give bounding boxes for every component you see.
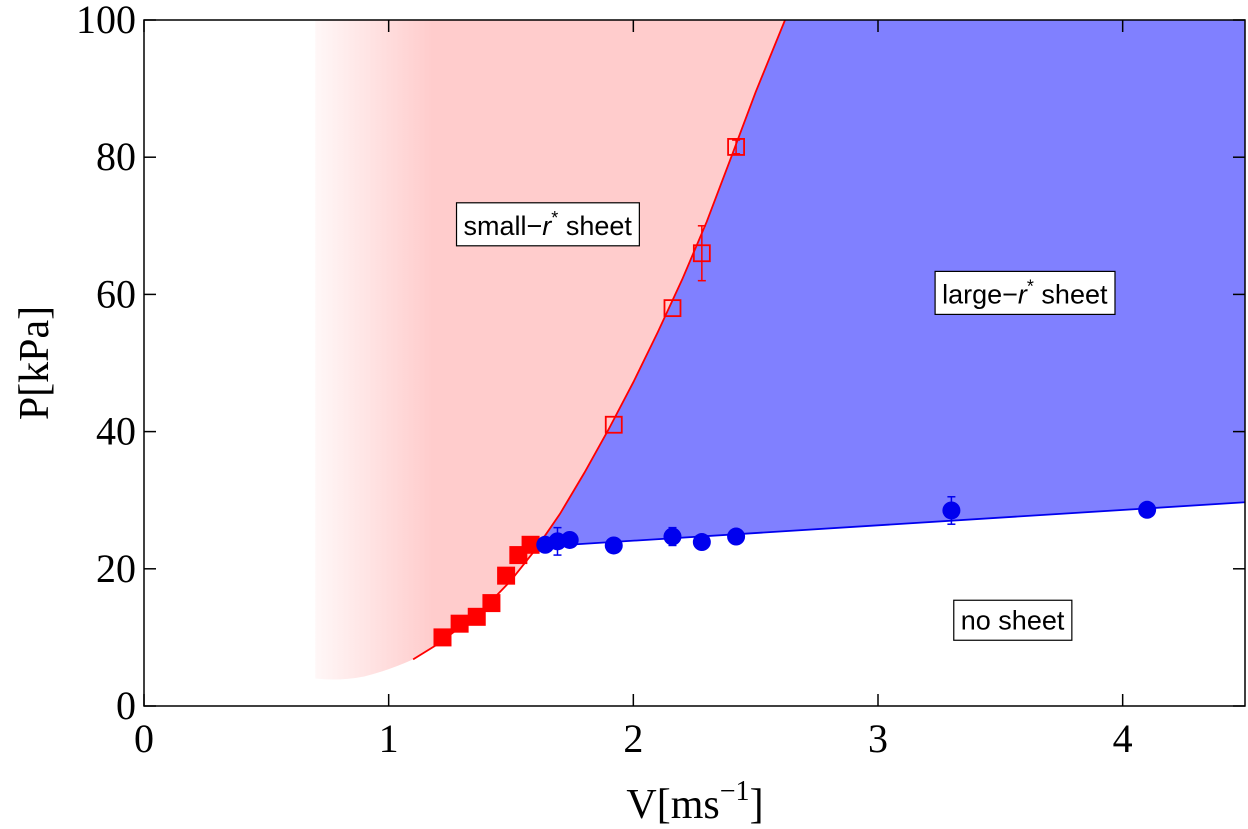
x-tick-label: 3: [868, 716, 888, 761]
data-point-circle: [663, 527, 682, 546]
region-label-text: small−r* sheet: [464, 208, 633, 241]
y-tick-label: 20: [96, 546, 136, 591]
region-label-box: [455, 202, 640, 247]
data-point-open-square: [604, 415, 623, 434]
data-point-filled-square: [450, 614, 469, 633]
region-label-prefix: no sheet: [961, 605, 1065, 635]
region-label-none: no sheet: [953, 599, 1073, 641]
region-label-large: large−r* sheet: [934, 270, 1116, 315]
data-point-circle: [604, 536, 623, 555]
region-label-italic: r: [542, 211, 552, 241]
region-label-text: no sheet: [961, 605, 1065, 635]
y-tick-label: 60: [96, 271, 136, 316]
region-label-prefix: large−: [942, 279, 1018, 309]
x-tick-label: 4: [1113, 716, 1133, 761]
data-point-filled-square: [433, 628, 452, 647]
data-point-circle: [942, 501, 961, 520]
large-sheet-region: [535, 20, 1245, 547]
region-fills: [315, 20, 1245, 680]
region-label-sup: *: [1027, 276, 1034, 296]
region-label-small: small−r* sheet: [455, 202, 640, 247]
region-label-suffix: sheet: [558, 211, 632, 241]
data-point-circle: [1138, 500, 1157, 519]
small-sheet-region: [315, 20, 786, 680]
data-markers: [433, 138, 1157, 647]
x-axis-title-sup: −1: [720, 776, 750, 807]
plot-frame: [143, 19, 1246, 707]
y-tick-label: 40: [96, 409, 136, 454]
x-axis-title: V[ms−1]: [626, 776, 763, 828]
y-tick-label: 0: [116, 683, 136, 728]
y-axis-title: P[kPa]: [12, 306, 58, 420]
y-tick-label: 80: [96, 134, 136, 179]
x-tick-label: 0: [134, 716, 154, 761]
x-tick-label: 2: [623, 716, 643, 761]
region-label-box: [953, 599, 1073, 641]
data-point-filled-square: [482, 594, 501, 613]
data-point-filled-square: [497, 566, 516, 585]
region-label-text: large−r* sheet: [942, 276, 1108, 309]
data-point-filled-square: [467, 607, 486, 626]
y-tick-label: 100: [76, 0, 136, 42]
region-label-sup: *: [551, 208, 558, 228]
region-label-suffix: sheet: [1034, 279, 1108, 309]
region-label-box: [934, 270, 1116, 315]
data-point-open-square: [727, 138, 745, 156]
blue-boundary-line: [535, 501, 1245, 548]
x-axis-title-main: V[ms: [626, 782, 719, 828]
data-point-filled-square: [521, 535, 540, 554]
x-axis-title-close: ]: [750, 782, 764, 828]
data-point-open-square: [692, 244, 711, 263]
data-point-open-square: [663, 299, 682, 318]
x-tick-label: 1: [379, 716, 399, 761]
region-label-italic: r: [1018, 279, 1028, 309]
y-axis-ticks: 0 20 40 60 80 100: [76, 0, 1245, 728]
data-point-circle: [692, 533, 711, 552]
data-point-circle: [560, 530, 579, 549]
data-point-circle: [727, 527, 746, 546]
region-label-prefix: small−: [464, 211, 543, 241]
x-axis-ticks: 0 1 2 3 4: [134, 20, 1133, 761]
